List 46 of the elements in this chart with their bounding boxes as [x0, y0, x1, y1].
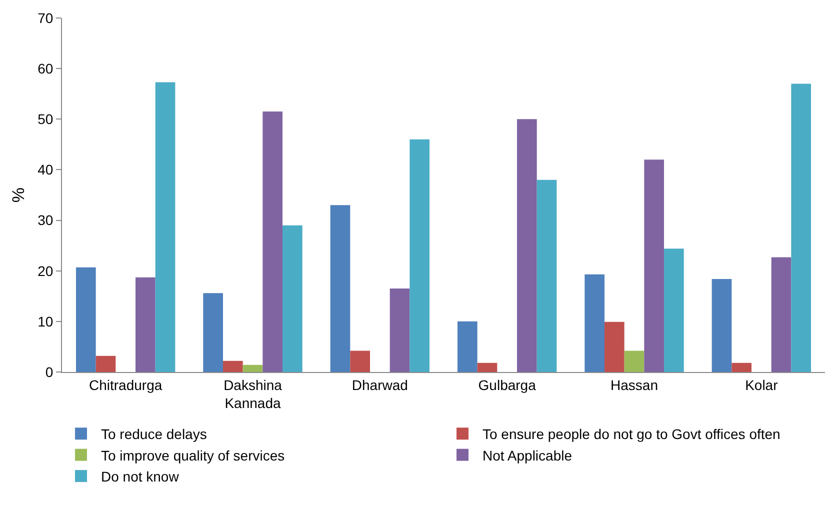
y-axis-title: % [9, 187, 28, 203]
bar [330, 205, 350, 372]
y-tick-label: 50 [38, 111, 54, 128]
bar [771, 257, 792, 372]
bar [664, 248, 684, 372]
x-tick-label: Chitradurga [89, 376, 162, 393]
bar [222, 360, 243, 372]
bar [262, 112, 283, 372]
bar [155, 82, 176, 372]
x-tick-label: Kolar [745, 376, 778, 393]
y-tick-label: 40 [38, 162, 54, 178]
bar [624, 350, 644, 372]
bar [350, 350, 370, 372]
bar [712, 278, 732, 372]
y-tick-label: 30 [38, 212, 54, 228]
y-tick-label: 60 [38, 60, 54, 76]
bar [410, 139, 430, 372]
x-tick-label: Dharwad [352, 376, 408, 393]
bar [457, 321, 478, 372]
bar [584, 274, 604, 372]
x-tick-label: Gulbarga [478, 376, 536, 393]
bar [76, 267, 96, 372]
bar [604, 322, 624, 372]
y-tick-label: 20 [38, 262, 54, 279]
y-tick-label: 0 [45, 364, 54, 380]
bar [203, 293, 223, 372]
bar [791, 84, 812, 372]
bar [644, 160, 664, 372]
bar [242, 364, 263, 372]
y-tick-label: 10 [38, 313, 54, 330]
legend-label: Do not know [101, 468, 180, 484]
y-tick-label: 70 [38, 10, 54, 26]
bar [136, 277, 156, 372]
bar [96, 356, 116, 372]
bar [536, 180, 557, 372]
x-tick-label: Dakshina Kannada [224, 376, 282, 411]
bar [517, 119, 537, 372]
bar [390, 288, 410, 372]
x-tick-label: Hassan [610, 376, 658, 393]
legend-label: To improve quality of services [101, 447, 285, 464]
bar [477, 362, 498, 372]
bar [282, 225, 302, 372]
legend-label: Not Applicable [482, 447, 572, 464]
legend-label: To ensure people do not go to Govt offices often [482, 426, 780, 442]
legend-label: To reduce delays [101, 426, 207, 442]
bar [732, 362, 752, 372]
